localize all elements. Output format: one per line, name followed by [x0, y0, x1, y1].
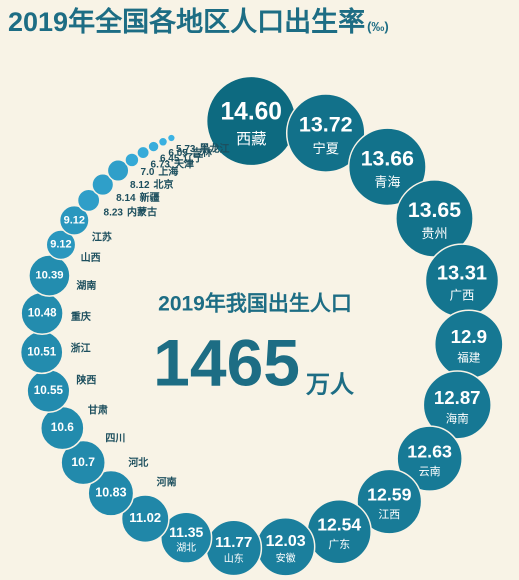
value-label: 8.14	[116, 192, 136, 203]
value-label: 12.03	[266, 533, 306, 550]
value-label: 9.12	[50, 239, 71, 251]
bubble	[166, 133, 177, 143]
value-label: 5.73	[176, 144, 196, 155]
title-text: 2019年全国各地区人口出生率	[8, 6, 365, 37]
category-label: 吉林	[192, 146, 213, 159]
bubble	[136, 145, 151, 160]
dot-label: 6.05 吉林	[168, 146, 212, 159]
dot-label: 6.45 辽宁	[160, 151, 203, 164]
bubble	[356, 468, 423, 535]
dot-label: 8.12 北京	[130, 178, 173, 191]
value-label: 13.65	[408, 199, 461, 222]
category-label: 山东	[224, 552, 244, 565]
bubble	[58, 204, 90, 236]
dot-label: 8.23 内蒙古	[104, 205, 157, 218]
category-label: 上海	[158, 165, 178, 178]
value-label: 9.12	[64, 214, 85, 226]
category-label: 宁夏	[312, 140, 339, 156]
category-label: 陕西	[76, 373, 96, 386]
value-label: 7.0	[141, 167, 155, 178]
bubble	[422, 370, 492, 440]
category-label: 西藏	[236, 131, 266, 148]
value-label: 10.6	[51, 420, 74, 434]
bubble	[396, 425, 463, 492]
value-label: 14.60	[221, 98, 282, 125]
category-label: 广东	[328, 538, 350, 551]
category-label: 内蒙古	[127, 205, 157, 218]
value-label: 10.55	[34, 384, 64, 397]
bubble	[91, 173, 115, 197]
unit: (‰)	[367, 19, 389, 34]
bubble	[87, 469, 135, 517]
category-label: 湖北	[176, 542, 196, 554]
bubble	[147, 140, 160, 153]
bubble	[157, 136, 169, 148]
value-label: 10.83	[95, 486, 126, 500]
bubble	[120, 494, 170, 544]
value-label: 6.05	[168, 148, 188, 159]
category-label: 四川	[105, 432, 125, 444]
category-label: 天津	[174, 157, 194, 170]
center-unit: 万人	[306, 371, 354, 398]
category-label: 河北	[128, 456, 148, 469]
value-label: 10.39	[35, 270, 63, 282]
value-label: 12.54	[317, 515, 361, 535]
category-label: 山西	[81, 251, 101, 264]
value-label: 12.87	[434, 387, 481, 408]
bubble	[60, 439, 106, 486]
value-label: 11.77	[215, 534, 252, 551]
bubble	[347, 127, 427, 207]
category-label: 浙江	[71, 342, 91, 355]
value-label: 11.35	[169, 524, 203, 540]
value-label: 13.66	[361, 146, 414, 170]
category-label: 重庆	[71, 310, 91, 323]
dot-label: 8.14 新疆	[116, 190, 159, 203]
category-label: 福建	[457, 351, 481, 365]
value-label: 8.12	[130, 180, 150, 191]
value-label: 12.63	[407, 442, 452, 462]
dot-label: 5.73 黑龙江	[176, 142, 229, 155]
bubble	[285, 93, 366, 173]
bubble	[28, 254, 71, 297]
category-label: 贵州	[421, 226, 447, 241]
category-label: 北京	[154, 178, 174, 191]
value-label: 11.02	[129, 510, 161, 525]
value-label: 12.9	[451, 326, 487, 347]
dot-label: 7.0 上海	[141, 165, 179, 178]
value-label: 10.7	[71, 455, 95, 469]
value-label: 12.59	[367, 484, 412, 504]
category-label: 辽宁	[183, 151, 203, 164]
center-value: 1465	[153, 325, 300, 399]
bubble	[45, 229, 77, 261]
category-label: 甘肃	[88, 404, 108, 417]
chart-title: 2019年全国各地区人口出生率 (‰)	[8, 6, 389, 37]
value-label: 10.48	[28, 307, 57, 319]
category-label: 河南	[157, 476, 177, 489]
category-label: 海南	[446, 411, 469, 425]
category-label: 江苏	[92, 231, 112, 244]
bubble	[106, 159, 130, 182]
value-label: 6.73	[151, 159, 171, 170]
category-label: 青海	[374, 175, 400, 190]
value-label: 13.72	[299, 113, 353, 137]
category-label: 安徽	[276, 552, 296, 565]
value-label: 6.45	[160, 153, 180, 164]
center-label: 2019年我国出生人口	[158, 292, 352, 316]
category-label: 江西	[378, 508, 400, 521]
category-label: 广西	[450, 288, 475, 302]
category-label: 新疆	[140, 190, 160, 203]
bubble	[76, 188, 101, 213]
value-label: 8.23	[104, 207, 124, 218]
category-label: 湖南	[76, 279, 96, 292]
category-label: 黑龙江	[199, 142, 229, 155]
bubble	[160, 511, 213, 564]
value-label: 13.31	[437, 262, 487, 284]
dot-label: 6.73 天津	[151, 157, 194, 170]
bubble	[124, 152, 140, 168]
value-label: 10.51	[27, 345, 57, 358]
category-label: 云南	[419, 465, 441, 478]
